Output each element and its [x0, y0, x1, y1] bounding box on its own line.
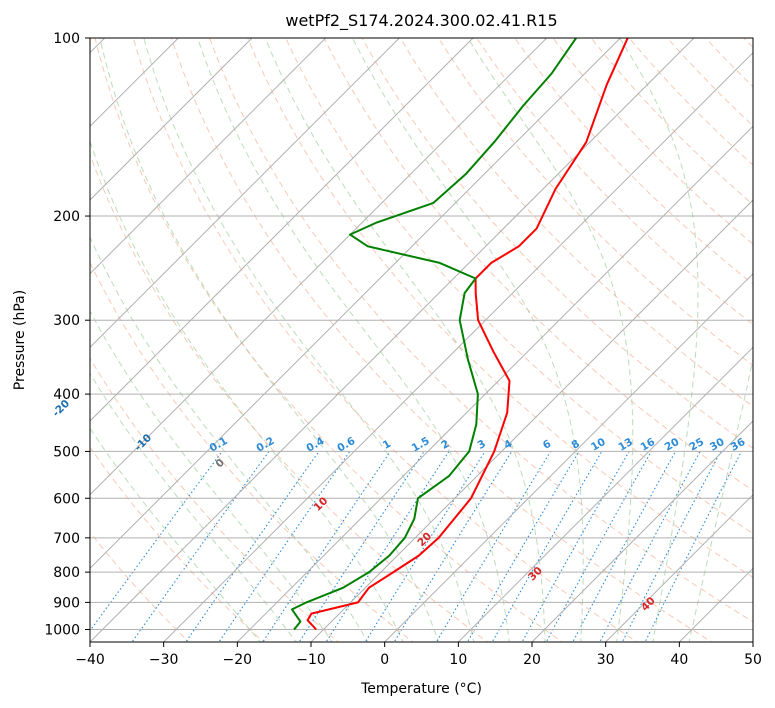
- isobar-gridlines: [90, 38, 753, 630]
- plot-frame: [89, 37, 754, 643]
- moist-adiabat-line: [90, 235, 369, 642]
- y-tick-label: 300: [53, 313, 80, 329]
- isotherm-gridline: [384, 272, 753, 642]
- isotherm-gridline: [457, 346, 753, 642]
- y-tick-label: 800: [53, 565, 80, 581]
- isotherm-gridline: [310, 199, 753, 642]
- mixing-ratio-line: [435, 451, 552, 642]
- mixing-ratio-lines: [90, 451, 742, 642]
- y-tick-label: 500: [53, 444, 80, 460]
- temperature-profile-line: [306, 38, 629, 631]
- mixing-ratio-line: [218, 451, 351, 642]
- x-axis-ticks: −40 −30 −20 −10 0 10 20 30 40 50: [75, 642, 762, 668]
- dry-adiabat-line: [399, 38, 753, 408]
- isotherm-gridline: [90, 38, 621, 570]
- dry-adiabat-line: [323, 38, 753, 492]
- mixing-ratio-line: [599, 451, 701, 642]
- isotherm-gridline: [605, 493, 753, 642]
- dry-adiabat-line: [476, 38, 753, 326]
- y-tick-label: 100: [53, 31, 80, 47]
- x-tick-label: 10: [449, 652, 467, 668]
- y-tick-label: 600: [53, 491, 80, 507]
- mixing-ratio-line: [131, 451, 270, 642]
- isotherm-gridline: [163, 51, 753, 642]
- x-axis-label: Temperature (°C): [360, 681, 482, 697]
- x-tick-label: −10: [296, 652, 326, 668]
- isotherm-gridline: [90, 38, 253, 201]
- mixing-ratio-line: [466, 451, 580, 642]
- dry-adiabat-line: [514, 38, 753, 285]
- isotherm-gridline: [90, 38, 400, 349]
- x-tick-label: 20: [523, 652, 541, 668]
- x-tick-label: 30: [597, 652, 615, 668]
- y-axis-label: Pressure (hPa): [12, 290, 28, 390]
- dewpoint-profile-line: [291, 38, 577, 631]
- mixing-ratio-line: [262, 451, 391, 642]
- skewed-isotherms: [90, 38, 753, 642]
- profile-lines: [291, 38, 629, 631]
- mixing-ratio-line: [298, 451, 425, 642]
- isotherm-gridline: [236, 125, 753, 642]
- x-tick-label: −20: [223, 652, 253, 668]
- dry-adiabat-line: [437, 38, 753, 366]
- y-tick-label: 700: [53, 531, 80, 547]
- isotherm-gridline: [90, 38, 548, 496]
- mixing-ratio-line: [325, 451, 450, 642]
- mixing-ratio-line: [545, 451, 652, 642]
- y-axis-ticks: 100 200 300 400 500 600 700 800 900 1000: [44, 31, 90, 638]
- dry-adiabat-line: [90, 261, 414, 642]
- isotherm-gridline: [90, 38, 695, 642]
- isotherm-gridline: [90, 38, 474, 422]
- x-tick-label: 50: [744, 652, 762, 668]
- isotherm-gridline: [531, 420, 753, 642]
- dry-adiabat-line: [285, 38, 753, 535]
- mixing-ratio-line: [185, 451, 320, 642]
- x-tick-label: −30: [149, 652, 179, 668]
- mixing-ratio-line: [393, 451, 513, 642]
- dry-adiabat-line: [361, 38, 753, 449]
- isotherm-gridline: [90, 38, 327, 275]
- x-tick-label: 0: [380, 652, 389, 668]
- x-tick-label: 40: [670, 652, 688, 668]
- mixing-ratio-line: [621, 451, 722, 642]
- y-tick-label: 400: [53, 387, 80, 403]
- chart-title: wetPf2_S174.2024.300.02.41.R15: [285, 11, 557, 31]
- mixing-ratio-line: [364, 451, 486, 642]
- y-tick-label: 900: [53, 595, 80, 611]
- mixing-ratio-line: [90, 451, 223, 632]
- y-tick-label: 1000: [44, 622, 80, 638]
- x-tick-label: −40: [75, 652, 105, 668]
- mixing-ratio-line: [572, 451, 676, 642]
- y-tick-label: 200: [53, 209, 80, 225]
- dry-adiabat-line: [247, 38, 753, 578]
